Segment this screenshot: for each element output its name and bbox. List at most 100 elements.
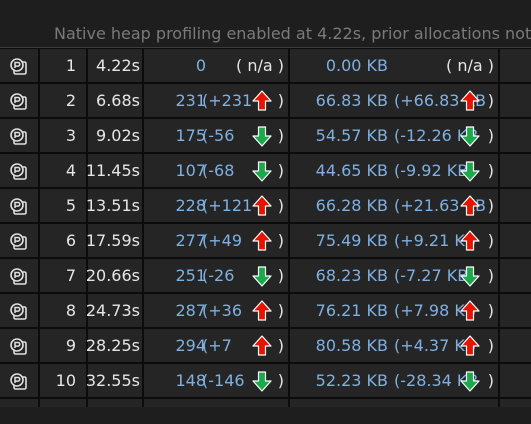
size-diff-close: ): [487, 371, 494, 390]
snapshot-time-cell: 17.59s: [86, 224, 144, 257]
trailing-cell: [500, 294, 531, 327]
snapshot-icon-cell[interactable]: [0, 294, 40, 327]
trailing-cell: [500, 189, 531, 222]
allocations-cell[interactable]: 228 (+121): [144, 189, 290, 222]
count-diff: (+121: [202, 196, 253, 215]
heap-size-cell[interactable]: 75.49 KB (+9.21 KB): [290, 224, 500, 257]
allocations-cell[interactable]: 0 ( n/a ): [144, 49, 290, 82]
heap-size-cell[interactable]: 54.57 KB (-12.26 KB): [290, 119, 500, 152]
snapshot-time: 11.45s: [85, 161, 140, 180]
snapshot-id-cell: 2: [40, 84, 88, 117]
snapshot-icon: [10, 373, 27, 390]
snapshot-icon-cell[interactable]: [0, 154, 40, 187]
arrow-down-icon: [460, 371, 480, 392]
count-diff-close: ): [277, 91, 284, 110]
count-diff-close: ): [277, 231, 284, 250]
size-diff: (-9.92 KB: [394, 161, 469, 180]
arrow-up-icon: [460, 195, 480, 216]
size-diff-close: ): [487, 126, 494, 145]
arrow-up-icon: [460, 90, 480, 111]
allocations-cell[interactable]: 294 (+7): [144, 329, 290, 362]
snapshot-icon-cell[interactable]: [0, 49, 40, 82]
count-diff: (-146: [202, 371, 245, 390]
snapshot-icon-cell[interactable]: [0, 259, 40, 292]
count-diff: (+7: [202, 336, 232, 355]
snapshot-icon-cell[interactable]: [0, 189, 40, 222]
snapshot-time: 9.02s: [96, 126, 140, 145]
snapshot-id: 3: [65, 126, 76, 145]
snapshot-time-cell: 24.73s: [85, 294, 144, 327]
count-diff: (-56: [202, 126, 235, 145]
size-diff: (-7.27 KB: [394, 266, 469, 285]
snapshot-icon-cell[interactable]: [0, 364, 40, 397]
snapshot-id-cell: 3: [40, 119, 88, 152]
snapshot-time: 24.73s: [85, 301, 140, 320]
table-row[interactable]: 6 17.59s 277 (+49) 75.49 KB (+9.21 KB): [0, 224, 531, 259]
snapshot-time: 32.55s: [85, 371, 140, 390]
size-diff: (+21.63 KB: [394, 196, 487, 215]
table-row[interactable]: 4 11.45s 107 (-68) 44.65 KB (-9.92 KB): [0, 154, 531, 189]
count-diff: (+49: [202, 231, 243, 250]
trailing-cell: [500, 49, 531, 82]
table-row[interactable]: 1 4.22s 0 ( n/a ) 0.00 KB ( n/a ): [0, 49, 531, 84]
allocations-cell[interactable]: 175 (-56): [144, 119, 290, 152]
snapshot-id-cell: 6: [40, 224, 88, 257]
snapshot-time: 13.51s: [85, 196, 140, 215]
heap-size-cell[interactable]: 66.28 KB (+21.63 KB): [290, 189, 500, 222]
trailing-cell: [500, 119, 531, 152]
trailing-cell: [500, 329, 531, 362]
snapshot-id-cell: 8: [40, 294, 88, 327]
table-row[interactable]: 10 32.55s 148 (-146) 52.23 KB (-28.34 KB): [0, 364, 531, 399]
count-value: 175: [175, 126, 206, 145]
allocations-cell[interactable]: 277 (+49): [144, 224, 290, 257]
count-diff: (-26: [202, 266, 235, 285]
table-row[interactable]: 5 13.51s 228 (+121) 66.28 KB (+21.63 KB): [0, 189, 531, 224]
count-diff: (+36: [202, 301, 243, 320]
snapshot-id-cell: 7: [40, 259, 88, 292]
allocations-cell[interactable]: 251 (-26): [144, 259, 290, 292]
snapshot-icon-cell[interactable]: [0, 119, 40, 152]
allocations-cell[interactable]: 107 (-68): [144, 154, 290, 187]
arrow-down-icon: [460, 126, 480, 147]
allocations-cell[interactable]: 231 (+231): [144, 84, 290, 117]
heap-size-cell[interactable]: 66.83 KB (+66.83 KB): [290, 84, 500, 117]
heap-size-cell[interactable]: 76.21 KB (+7.98 KB): [290, 294, 500, 327]
arrow-down-icon: [460, 161, 480, 182]
allocations-cell[interactable]: 148 (-146): [144, 364, 290, 397]
arrow-down-icon: [252, 126, 272, 147]
size-value: 66.28 KB: [315, 196, 388, 215]
count-diff-close: ): [277, 336, 284, 355]
size-value: 75.49 KB: [315, 231, 388, 250]
arrow-up-icon: [252, 300, 272, 321]
arrow-up-icon: [252, 195, 272, 216]
snapshot-icon-cell[interactable]: [0, 224, 40, 257]
snapshot-time-cell: 4.22s: [88, 49, 144, 82]
snapshot-id-cell: 1: [40, 49, 88, 82]
table-row[interactable]: 2 6.68s 231 (+231) 66.83 KB (+66.83 KB): [0, 84, 531, 119]
snapshot-time-cell: 6.68s: [88, 84, 144, 117]
snapshot-id-cell: 9: [40, 329, 88, 362]
count-diff-close: ): [277, 126, 284, 145]
snapshot-table: 1 4.22s 0( n/a ) 0.00 KB( n/a ) 2 6.68s 231 (+2…: [0, 48, 531, 407]
heap-size-cell[interactable]: 80.58 KB (+4.37 KB): [290, 329, 500, 362]
heap-size-cell[interactable]: 44.65 KB (-9.92 KB): [290, 154, 500, 187]
snapshot-icon: [10, 233, 27, 250]
allocations-cell[interactable]: 287 (+36): [144, 294, 290, 327]
heap-size-cell[interactable]: 68.23 KB (-7.27 KB): [290, 259, 500, 292]
heap-size-cell[interactable]: 0.00 KB ( n/a ): [290, 49, 500, 82]
snapshot-icon-cell[interactable]: [0, 329, 40, 362]
table-row[interactable]: 8 24.73s 287 (+36) 76.21 KB (+7.98 KB): [0, 294, 531, 329]
snapshot-icon: [10, 163, 27, 180]
count-diff-close: ): [277, 161, 284, 180]
table-row[interactable]: 9 28.25s 294 (+7) 80.58 KB (+4.37 KB): [0, 329, 531, 364]
table-row[interactable]: 3 9.02s 175 (-56) 54.57 KB (-12.26 KB): [0, 119, 531, 154]
count-diff-close: ): [277, 371, 284, 390]
snapshot-icon-cell[interactable]: [0, 84, 40, 117]
table-row[interactable]: 7 20.66s 251 (-26) 68.23 KB (-7.27 KB): [0, 259, 531, 294]
profiling-notice-text: Native heap profiling enabled at 4.22s, …: [54, 24, 531, 43]
count-diff: (+231: [202, 91, 253, 110]
snapshot-time-cell: 11.45s: [85, 154, 144, 187]
size-diff: (-12.26 KB: [394, 126, 479, 145]
count-value: 231: [175, 91, 206, 110]
heap-size-cell[interactable]: 52.23 KB (-28.34 KB): [290, 364, 500, 397]
